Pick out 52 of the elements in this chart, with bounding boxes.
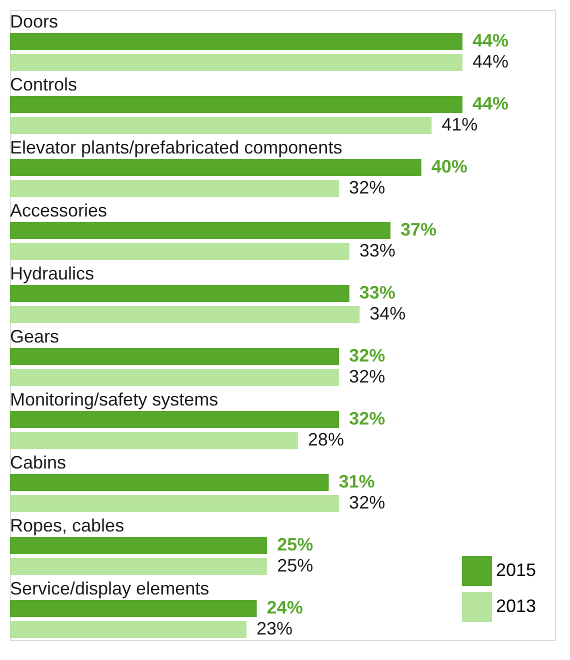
y-tick-label: Monitoring/safety systems (10, 390, 218, 410)
bar (10, 180, 340, 197)
bar (10, 369, 340, 386)
data-label: 23% (256, 618, 293, 638)
data-label: 32% (349, 408, 386, 428)
bar (10, 537, 268, 554)
y-tick-label: Doors (10, 12, 58, 32)
data-label: 28% (308, 430, 344, 450)
data-label: 44% (472, 30, 508, 50)
y-tick-label: Elevator plants/prefabricated components (10, 138, 342, 158)
bar (10, 117, 432, 134)
bar (10, 33, 462, 50)
data-label: 44% (472, 94, 508, 114)
bar (10, 54, 462, 71)
data-label: 41% (442, 114, 478, 134)
data-label: 31% (338, 472, 375, 492)
legend-label: 2015 (496, 560, 536, 580)
legend-label: 2013 (496, 596, 536, 616)
y-tick-label: Cabins (10, 452, 66, 472)
data-label: 37% (400, 220, 437, 240)
data-label: 33% (359, 240, 396, 260)
y-tick-label: Accessories (10, 200, 108, 220)
bar (10, 558, 268, 575)
data-label: 34% (370, 304, 406, 324)
bar (10, 621, 247, 638)
bar (10, 285, 350, 302)
data-label: 32% (349, 178, 386, 198)
y-tick-label: Hydraulics (10, 264, 94, 284)
bar (10, 222, 390, 239)
bar (10, 474, 329, 491)
bar (10, 411, 340, 428)
bar (10, 96, 462, 113)
bar (10, 243, 350, 260)
data-label: 33% (359, 282, 396, 302)
data-label: 25% (277, 556, 314, 576)
data-label: 32% (349, 366, 386, 386)
bar (10, 159, 422, 176)
y-tick-label: Gears (10, 326, 60, 346)
data-label: 25% (277, 534, 314, 554)
data-label: 32% (349, 346, 386, 366)
bar (10, 495, 340, 512)
bar (10, 348, 340, 365)
data-label: 24% (266, 598, 303, 618)
data-label: 32% (349, 492, 386, 512)
data-label: 40% (431, 156, 468, 176)
y-tick-label: Service/display elements (10, 578, 210, 598)
data-label: 44% (472, 52, 508, 72)
y-tick-label: Ropes, cables (10, 516, 124, 536)
bar (10, 432, 298, 449)
bar (10, 600, 257, 617)
y-tick-label: Controls (10, 74, 78, 94)
bar (10, 306, 360, 323)
